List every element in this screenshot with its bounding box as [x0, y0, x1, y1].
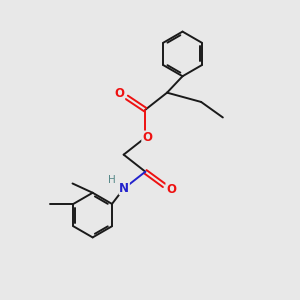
Text: H: H: [108, 175, 116, 185]
Text: O: O: [166, 183, 176, 196]
Text: O: O: [142, 131, 152, 144]
Text: O: O: [115, 87, 124, 100]
Text: N: N: [119, 182, 129, 195]
